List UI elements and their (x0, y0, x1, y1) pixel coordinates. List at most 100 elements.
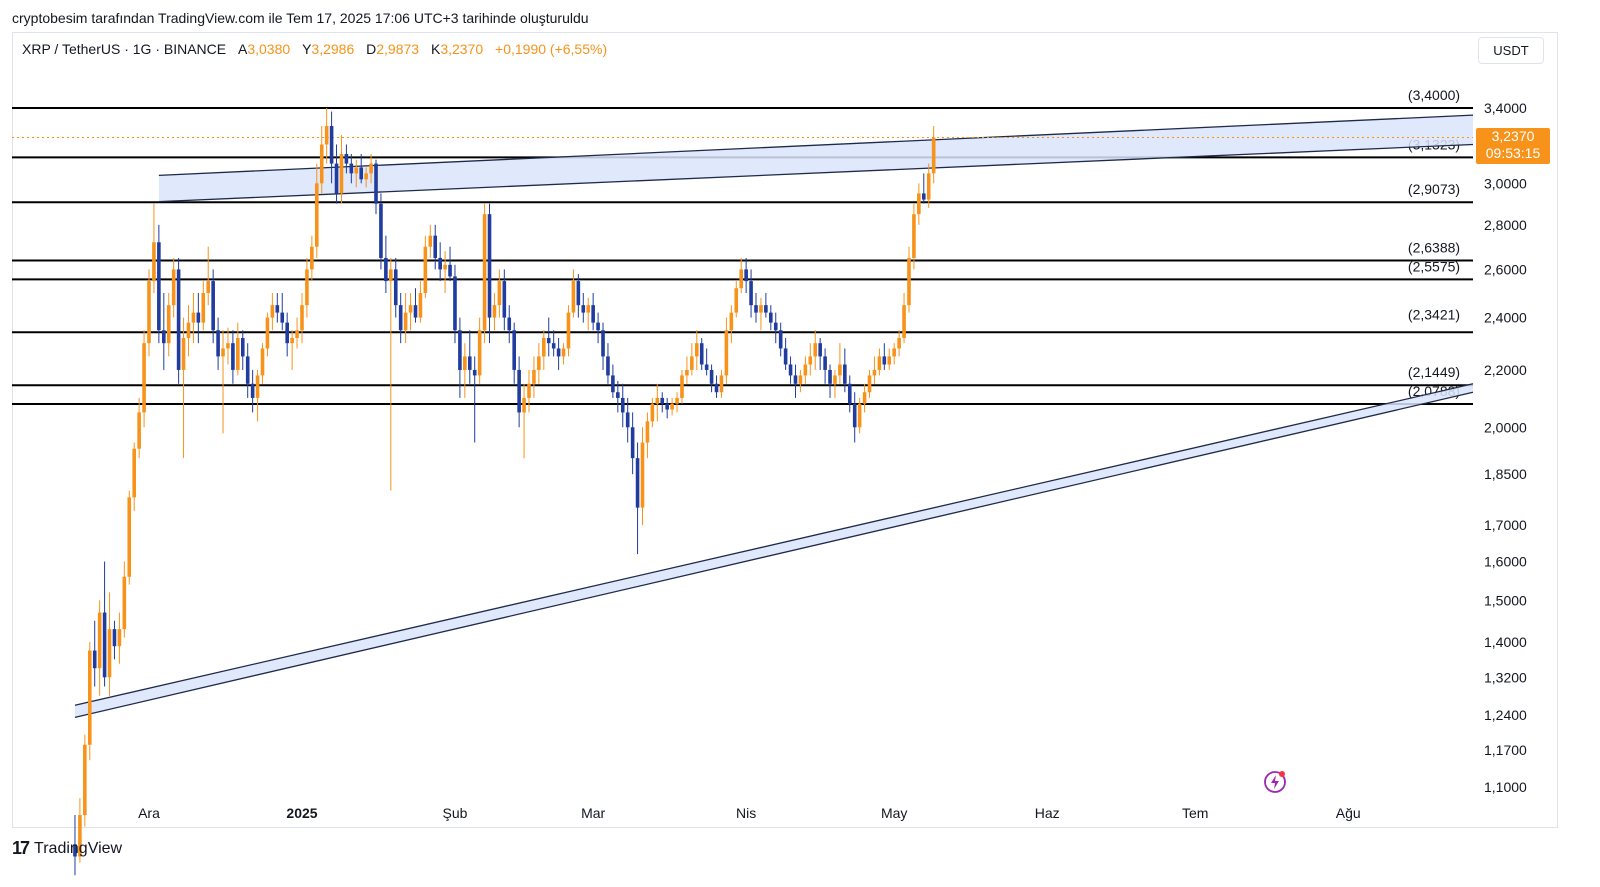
candle-body (912, 214, 916, 258)
candle-body (384, 257, 388, 282)
candle-body (877, 356, 882, 370)
candle-body (73, 844, 77, 857)
y-axis-tick: 2,6000 (1484, 261, 1527, 277)
candle-body (917, 193, 921, 215)
chart-frame (12, 32, 1558, 828)
level-label: (2,3421) (1408, 306, 1460, 322)
candle-body (107, 629, 112, 678)
candle-body (586, 305, 591, 313)
candle-body (472, 369, 477, 376)
level-label: (2,6388) (1408, 240, 1460, 256)
candle-body (926, 173, 931, 200)
candle-body (87, 650, 92, 745)
footer: 17 TradingView (12, 838, 122, 859)
level-label: (2,9073) (1408, 181, 1460, 197)
candle-body (393, 269, 398, 306)
candle-body (921, 193, 926, 200)
candle-body (709, 369, 714, 384)
candle-body (719, 375, 724, 393)
candle-body (546, 337, 551, 344)
brand-name[interactable]: TradingView (34, 839, 123, 857)
y-axis-tick: 1,8500 (1484, 466, 1527, 482)
candle-body (329, 125, 334, 164)
candle-body (132, 448, 136, 498)
x-axis-tick: Haz (1035, 805, 1060, 821)
candle-body (142, 343, 146, 413)
candle-body (295, 330, 299, 338)
candle-body (897, 337, 901, 349)
y-axis-tick: 1,4000 (1484, 634, 1527, 650)
candle-body (171, 269, 176, 306)
candle-body (907, 257, 911, 306)
y-axis-tick: 1,1000 (1484, 779, 1527, 795)
y-axis-tick: 3,4000 (1484, 100, 1527, 116)
candle-body (339, 153, 344, 194)
candle-body (882, 356, 887, 365)
candle-body (310, 246, 314, 270)
candle-body (551, 343, 556, 349)
channel-upper-line (158, 114, 1474, 176)
candle-body (847, 383, 852, 404)
candle-body (482, 214, 487, 331)
x-axis-tick: Şub (443, 805, 468, 821)
candle-body (502, 281, 507, 318)
candle-body (576, 281, 581, 306)
candle-body (833, 375, 837, 384)
candle-body (245, 356, 250, 384)
candle-body (477, 330, 482, 376)
candle-body (492, 305, 497, 318)
candle-body (561, 348, 566, 357)
level-label: (2,5575) (1408, 258, 1460, 274)
candle-body (97, 612, 102, 669)
candle-body (665, 403, 669, 410)
candle-body (157, 242, 161, 331)
candle-body (403, 312, 408, 331)
channel-lower-line (158, 143, 1474, 203)
candle-body (344, 153, 349, 164)
candle-body (413, 305, 418, 318)
candle-body (788, 364, 793, 376)
y-axis-tick: 2,4000 (1484, 310, 1527, 326)
candle-body (596, 322, 600, 331)
candle-body (773, 322, 778, 331)
symbol-name[interactable]: XRP / TetherUS · 1G · BINANCE (22, 41, 227, 57)
candle-body (122, 576, 127, 630)
candle-body (314, 183, 319, 247)
candle-body (527, 383, 531, 398)
candle-body (487, 214, 492, 318)
candle-body (813, 343, 818, 357)
candle-body (364, 173, 368, 180)
candle-body (694, 343, 699, 357)
high-value: 3,2986 (311, 41, 355, 57)
candle-body (630, 427, 635, 459)
high-label: Y (302, 41, 312, 57)
lightning-icon[interactable] (1263, 770, 1287, 794)
candle-body (275, 305, 280, 313)
y-axis-tick: 2,2000 (1484, 362, 1527, 378)
candle-body (181, 337, 186, 370)
channel-band (74, 383, 1474, 718)
candle-body (892, 348, 896, 357)
candle-body (206, 281, 211, 294)
candle-body (334, 163, 339, 194)
candle-body (231, 343, 235, 370)
candle-body (305, 269, 309, 306)
tradingview-logo[interactable]: 17 (12, 838, 30, 858)
candle-body (690, 356, 694, 370)
candle-body (166, 305, 171, 344)
candle-body (764, 305, 768, 313)
candle-body (744, 269, 748, 282)
candle-body (211, 281, 215, 331)
level-label: (2,1449) (1408, 364, 1460, 380)
y-axis-tick: 1,6000 (1484, 554, 1527, 570)
x-axis-tick: Tem (1182, 805, 1208, 821)
candle-body (571, 281, 576, 313)
low-label: D (366, 41, 377, 57)
candle-body (857, 403, 862, 428)
candle-body (300, 305, 304, 331)
currency-button[interactable]: USDT (1478, 37, 1544, 64)
candle-body (255, 375, 260, 398)
candle-body (176, 269, 181, 370)
candle-body (92, 650, 97, 669)
